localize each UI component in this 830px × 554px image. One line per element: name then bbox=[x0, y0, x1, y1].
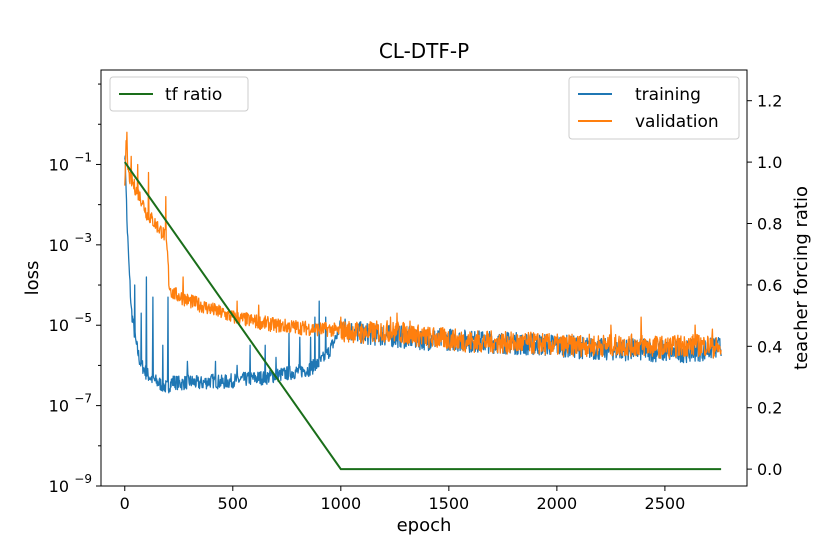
y-tick-exponent: −5 bbox=[74, 311, 92, 325]
legend-right-box bbox=[568, 76, 740, 140]
y2-tick-label: 0.4 bbox=[757, 337, 782, 356]
y2-tick-label: 0.2 bbox=[757, 399, 782, 418]
y-tick-exponent: −1 bbox=[74, 150, 92, 164]
y2-axis-label: teacher forcing ratio bbox=[791, 186, 812, 370]
y-tick-exponent: −3 bbox=[74, 231, 92, 245]
series-tf-ratio-line bbox=[123, 161, 722, 471]
y-tick-exponent: −7 bbox=[74, 392, 92, 406]
y2-axis-ticks: 0.0 0.2 0.4 0.6 0.8 1.0 1.2 bbox=[747, 92, 782, 479]
x-axis-ticks: 0 500 1000 1500 2000 2500 bbox=[120, 486, 686, 513]
legend-validation-label: validation bbox=[635, 112, 719, 132]
y2-tick-label: 1.2 bbox=[757, 92, 782, 111]
legend-training-label: training bbox=[635, 85, 701, 105]
y-tick-label: 10 bbox=[49, 316, 69, 335]
y-tick-exponent: −9 bbox=[74, 472, 92, 486]
plot-lines bbox=[123, 131, 722, 471]
chart-title: CL-DTF-P bbox=[379, 39, 469, 63]
legend-right: training validation bbox=[568, 76, 740, 140]
y-axis-label: loss bbox=[22, 261, 43, 296]
x-tick-label: 2500 bbox=[645, 494, 686, 513]
y2-tick-label: 0.0 bbox=[757, 460, 782, 479]
y2-tick-label: 0.6 bbox=[757, 276, 782, 295]
legend-left: tf ratio bbox=[109, 76, 249, 112]
x-axis-label: epoch bbox=[397, 515, 452, 536]
y-tick-label: 10 bbox=[49, 397, 69, 416]
y2-tick-label: 1.0 bbox=[757, 153, 782, 172]
x-tick-label: 0 bbox=[120, 494, 130, 513]
x-tick-label: 1500 bbox=[428, 494, 469, 513]
legend-tf-ratio-label: tf ratio bbox=[165, 85, 222, 105]
y-axis-ticks: 10 −9 10 −7 10 −5 10 −3 10 −1 bbox=[49, 83, 101, 496]
x-tick-label: 2000 bbox=[537, 494, 578, 513]
y-tick-label: 10 bbox=[49, 477, 69, 496]
plot-frame bbox=[100, 69, 748, 487]
y-tick-label: 10 bbox=[49, 236, 69, 255]
legend-left-box bbox=[109, 76, 249, 112]
series-validation-line bbox=[124, 131, 722, 359]
y-tick-label: 10 bbox=[49, 155, 69, 174]
series-training-line bbox=[124, 155, 722, 394]
y2-tick-label: 0.8 bbox=[757, 215, 782, 234]
x-tick-label: 500 bbox=[218, 494, 249, 513]
x-tick-label: 1000 bbox=[320, 494, 361, 513]
